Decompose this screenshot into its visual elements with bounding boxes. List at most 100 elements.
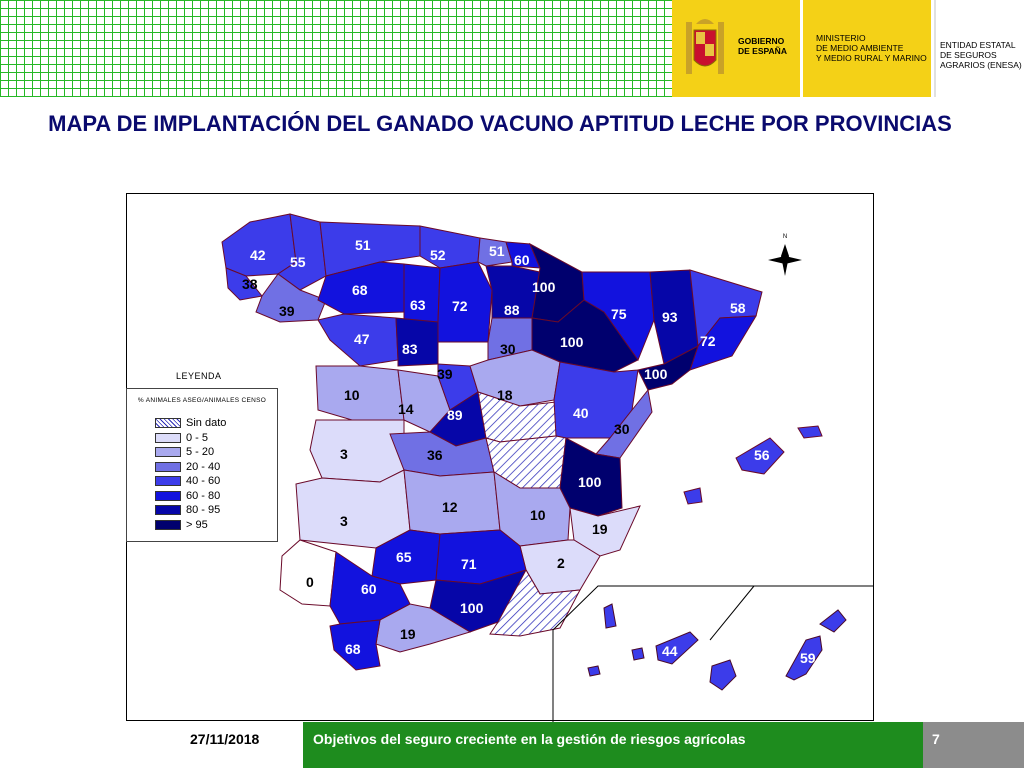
legend-swatch [155,432,181,443]
value-la-rioja: 30 [500,341,516,357]
legend-swatch [155,418,181,428]
province-pontevedra [225,267,263,301]
value-leon: 68 [352,282,368,298]
value-huelva: 0 [306,574,314,590]
value-girona: 58 [730,300,746,316]
enesa-logo: ENTIDAD ESTATAL DE SEGUROS AGRARIOS (ENE… [934,0,1024,97]
province-almeria [489,568,581,637]
legend-label: > 95 [186,518,208,531]
value-valladolid: 83 [402,341,418,357]
province-salamanca [315,365,405,421]
province-huelva [279,539,337,607]
value-palencia: 63 [410,297,426,313]
page-number: 7 [932,731,940,747]
value-sevilla: 60 [361,581,377,597]
value-teruel: 40 [573,405,589,421]
footer-text: Objetivos del seguro creciente en la ges… [313,731,746,747]
legend-label: 20 - 40 [186,460,221,473]
value-navarra: 100 [532,279,556,295]
value-pontevedra: 38 [242,276,258,292]
province-a-coruna [221,213,297,277]
value-barcelona: 72 [700,333,716,349]
value-salamanca: 10 [344,387,360,403]
value-ourense: 39 [279,303,295,319]
legend-swatch [155,490,181,501]
ministerio-logo-text: MINISTERIO DE MEDIO AMBIENTE Y MEDIO RUR… [816,33,927,63]
province-cantabria [419,225,481,269]
island-la-palma [603,603,617,629]
island-gran-canaria [709,659,737,691]
legend-title: LEYENDA [176,371,222,381]
value-avila: 14 [398,401,414,417]
value-zaragoza: 100 [560,334,584,350]
value-a-coruna: 42 [250,247,266,263]
page-title: MAPA DE IMPLANTACIÓN DEL GANADO VACUNO A… [48,111,952,136]
province-asturias [319,221,421,277]
value-alicante: 19 [592,521,608,537]
value-las-palmas: 59 [800,650,816,666]
value-cadiz: 68 [345,641,361,657]
province-ourense [255,273,327,323]
island-tenerife [655,631,699,665]
value-segovia: 39 [437,366,453,382]
value-murcia: 2 [557,555,565,571]
island-la-gomera [631,647,645,661]
north-arrow-icon: N [768,234,802,276]
canary-inset-frame [552,585,874,722]
value-zamora: 47 [354,331,370,347]
value-valencia: 100 [578,474,602,490]
header-grid-band [0,0,672,97]
value-santa-cruz-tenerife: 44 [662,643,678,659]
compass-label: N [783,234,787,240]
value-tarragona: 100 [644,366,668,382]
value-ciudad-real: 12 [442,499,458,515]
legend-swatch [155,461,181,472]
value-guipuzcoa: 60 [514,252,530,268]
legend-swatch [155,476,181,486]
legend-label: 40 - 60 [186,475,221,487]
value-albacete: 10 [530,507,546,523]
enesa-logo-text: ENTIDAD ESTATAL DE SEGUROS AGRARIOS (ENE… [940,40,1022,70]
legend-swatch [155,505,181,515]
value-lleida: 93 [662,309,678,325]
province-badajoz [295,469,411,549]
value-alava: 88 [504,302,520,318]
value-lugo: 55 [290,254,306,270]
province-valladolid [395,317,439,367]
value-huesca: 75 [611,306,627,322]
value-madrid: 89 [447,407,463,423]
legend-box: % ANIMALES ASEG/ANIMALES CENSO Sin dato 0… [126,388,278,542]
value-burgos: 72 [452,298,468,314]
value-malaga: 19 [400,626,416,642]
province-cadiz [329,619,381,671]
province-vizcaya [477,237,513,267]
legend-label: 0 - 5 [186,431,209,444]
legend-swatch [155,447,181,457]
canary-inset-divider [709,585,755,641]
coat-of-arms-icon [686,19,724,74]
island-lanzarote [819,609,847,633]
province-baleares [735,437,785,475]
legend-subtitle: % ANIMALES ASEG/ANIMALES CENSO [137,397,267,404]
value-soria: 18 [497,387,513,403]
value-toledo: 36 [427,447,443,463]
footer-date: 27/11/2018 [190,731,260,747]
value-castellon: 30 [614,421,630,437]
province-caceres [309,419,405,483]
value-baleares: 56 [754,447,770,463]
gobierno-logo-text: GOBIERNO DE ESPAÑA [738,36,787,56]
island-fuerteventura [785,635,823,681]
footer-page-box [923,722,1024,768]
province-palencia [403,263,441,325]
value-jaen: 71 [461,556,477,572]
island-el-hierro [587,665,601,677]
legend-label: 5 - 20 [186,446,215,458]
value-caceres: 3 [340,446,348,462]
value-cordoba: 65 [396,549,412,565]
value-cantabria: 52 [430,247,446,263]
value-granada: 100 [460,600,484,616]
legend-swatch [155,519,181,530]
value-badajoz: 3 [340,513,348,529]
footer-bar [303,722,923,768]
